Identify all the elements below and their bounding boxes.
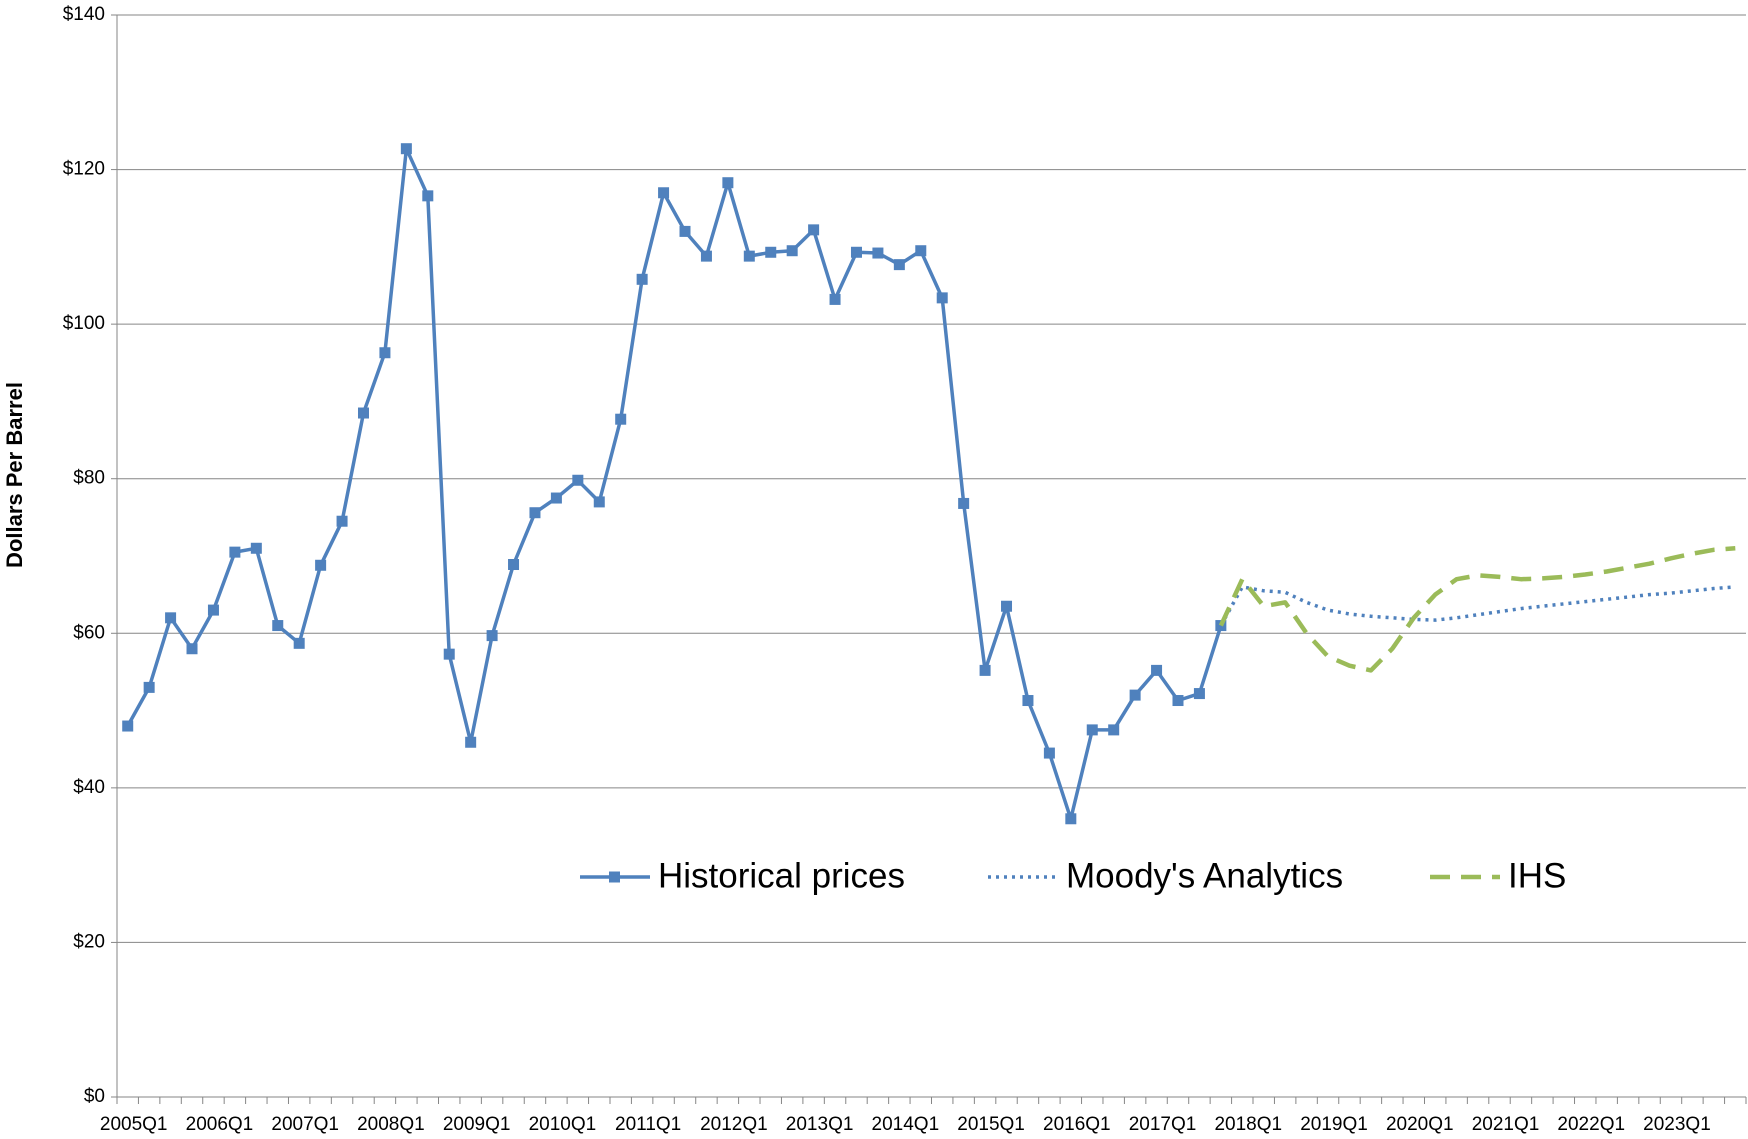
point-marker — [443, 648, 455, 660]
point-marker — [336, 515, 348, 527]
y-axis-label: Dollars Per Barrel — [2, 382, 27, 568]
point-marker — [529, 507, 541, 519]
point-marker — [636, 273, 648, 285]
point-marker — [186, 643, 198, 655]
x-tick-label: 2018Q1 — [1214, 1114, 1282, 1135]
y-tick-label: $40 — [73, 777, 105, 798]
point-marker — [658, 187, 670, 199]
x-tick-label: 2015Q1 — [957, 1114, 1025, 1135]
y-tick-label: $0 — [84, 1086, 105, 1107]
point-marker — [229, 546, 241, 558]
point-marker — [958, 497, 970, 509]
series-line — [1219, 585, 1736, 627]
point-marker — [1151, 664, 1163, 676]
point-marker — [315, 559, 327, 571]
point-marker — [593, 496, 605, 508]
x-tick-label: 2013Q1 — [786, 1114, 854, 1135]
point-marker — [679, 225, 691, 237]
x-tick-label: 2010Q1 — [529, 1114, 597, 1135]
x-tick-label: 2008Q1 — [357, 1114, 425, 1135]
x-tick-label: 2009Q1 — [443, 1114, 511, 1135]
x-tick-label: 2007Q1 — [271, 1114, 339, 1135]
point-marker — [379, 347, 391, 359]
x-tick-label: 2017Q1 — [1129, 1114, 1197, 1135]
point-marker — [465, 736, 477, 748]
point-marker — [122, 720, 134, 732]
y-tick-label: $140 — [63, 4, 105, 25]
point-marker — [979, 664, 991, 676]
point-marker — [1065, 813, 1077, 825]
point-marker — [422, 190, 434, 202]
legend-label: Historical prices — [658, 856, 905, 895]
point-marker — [808, 224, 820, 236]
point-marker — [1193, 688, 1205, 700]
point-marker — [1108, 724, 1120, 736]
x-tick-label: 2011Q1 — [615, 1114, 681, 1135]
point-marker — [400, 143, 412, 155]
series-line — [1218, 546, 1736, 673]
y-tick-label: $60 — [73, 622, 105, 643]
point-marker — [1172, 695, 1184, 707]
point-marker — [357, 407, 369, 419]
point-marker — [700, 250, 712, 262]
x-tick-label: 2016Q1 — [1043, 1114, 1111, 1135]
y-tick-label: $80 — [73, 468, 105, 489]
x-tick-label: 2023Q1 — [1643, 1114, 1711, 1135]
x-tick-label: 2005Q1 — [100, 1114, 168, 1135]
x-tick-label: 2014Q1 — [872, 1114, 940, 1135]
point-marker — [1129, 689, 1141, 701]
x-tick-label: 2012Q1 — [700, 1114, 768, 1135]
point-marker — [850, 246, 862, 258]
point-marker — [915, 245, 927, 257]
point-marker — [1043, 747, 1055, 759]
point-marker — [829, 293, 841, 305]
point-marker — [786, 245, 798, 257]
point-marker — [743, 250, 755, 262]
point-marker — [1001, 600, 1013, 612]
point-marker — [722, 177, 734, 189]
point-marker — [250, 542, 262, 554]
point-marker — [615, 413, 627, 425]
x-tick-label: 2020Q1 — [1386, 1114, 1454, 1135]
point-marker — [893, 259, 905, 271]
point-marker — [165, 612, 177, 624]
point-marker — [550, 492, 562, 504]
legend-label: Moody's Analytics — [1066, 856, 1343, 895]
point-marker — [272, 620, 284, 632]
point-marker — [508, 559, 520, 571]
point-marker — [207, 604, 219, 616]
x-tick-label: 2006Q1 — [186, 1114, 254, 1135]
series-line — [126, 146, 1223, 821]
point-marker — [1086, 724, 1098, 736]
point-marker — [1022, 695, 1034, 707]
x-tick-label: 2021Q1 — [1472, 1114, 1540, 1135]
x-tick-label: 2022Q1 — [1557, 1114, 1625, 1135]
point-marker — [486, 630, 498, 642]
point-marker — [143, 681, 155, 693]
legend-label: IHS — [1508, 856, 1566, 895]
x-tick-label: 2019Q1 — [1300, 1114, 1368, 1135]
legend-marker — [609, 871, 620, 883]
point-marker — [936, 292, 948, 304]
point-marker — [293, 637, 305, 649]
y-tick-label: $100 — [63, 313, 105, 334]
y-tick-label: $20 — [73, 931, 105, 952]
y-tick-label: $120 — [63, 159, 105, 180]
point-marker — [572, 474, 584, 486]
point-marker — [765, 246, 777, 258]
point-marker — [872, 247, 884, 259]
